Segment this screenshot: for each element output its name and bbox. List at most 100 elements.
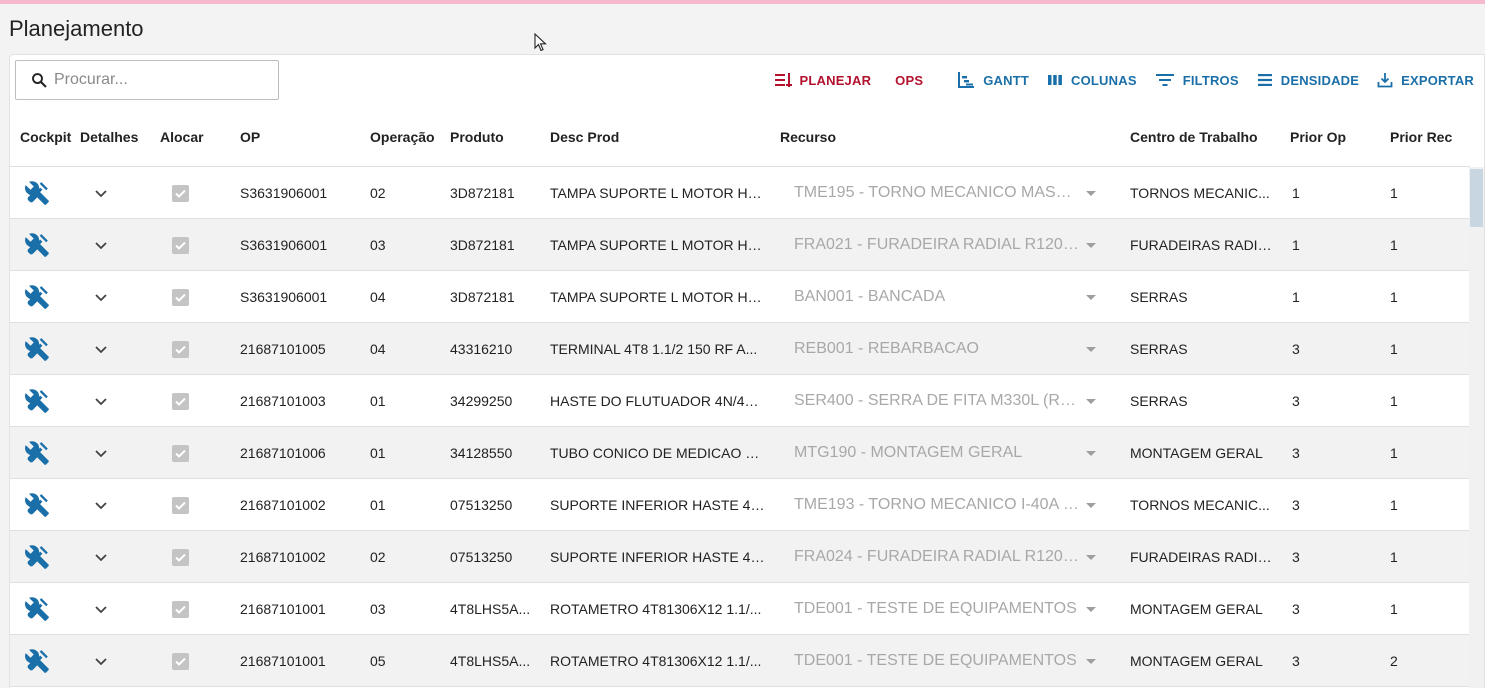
recurso-select[interactable]: TME195 - TORNO MECANICO MASCO... xyxy=(794,184,1079,201)
vertical-scrollbar[interactable] xyxy=(1469,167,1484,688)
alocar-checkbox[interactable] xyxy=(172,600,189,618)
chevron-down-icon[interactable] xyxy=(93,393,109,409)
filtros-button[interactable]: FILTROS xyxy=(1155,73,1239,88)
dropdown-arrow-icon[interactable] xyxy=(1086,659,1096,664)
operacao-cell: 02 xyxy=(370,549,386,565)
table-row[interactable]: 21687101001 03 4T8LHS5A... ROTAMETRO 4T8… xyxy=(10,583,1470,635)
planning-table-card: PLANEJAR OPS GANTT COLUNAS xyxy=(9,54,1485,688)
chevron-down-icon[interactable] xyxy=(93,289,109,305)
tools-icon[interactable] xyxy=(24,648,50,674)
prior-op-cell: 1 xyxy=(1292,289,1300,305)
prior-rec-cell: 1 xyxy=(1390,549,1398,565)
table-row[interactable]: 21687101005 04 43316210 TERMINAL 4T8 1.1… xyxy=(10,323,1470,375)
table-row[interactable]: 21687101001 05 4T8LHS5A... ROTAMETRO 4T8… xyxy=(10,635,1470,687)
produto-cell: 3D872181 xyxy=(450,237,515,253)
dropdown-arrow-icon[interactable] xyxy=(1086,555,1096,560)
dropdown-arrow-icon[interactable] xyxy=(1086,451,1096,456)
alocar-checkbox[interactable] xyxy=(172,496,189,514)
tools-icon[interactable] xyxy=(24,284,50,310)
table-row[interactable]: S3631906001 02 3D872181 TAMPA SUPORTE L … xyxy=(10,167,1470,219)
chevron-down-icon[interactable] xyxy=(93,549,109,565)
mouse-cursor-icon xyxy=(534,33,547,52)
alocar-checkbox[interactable] xyxy=(172,288,189,306)
prior-op-cell: 1 xyxy=(1292,237,1300,253)
recurso-select[interactable]: FRA024 - FURADEIRA RADIAL R1200 ... xyxy=(794,548,1079,565)
centro-trabalho-cell: SERRAS xyxy=(1130,289,1188,305)
operacao-cell: 01 xyxy=(370,497,386,513)
header-cockpit[interactable]: Cockpit xyxy=(20,129,72,145)
gantt-button[interactable]: GANTT xyxy=(957,71,1029,89)
alocar-checkbox[interactable] xyxy=(172,652,189,670)
alocar-cell xyxy=(172,583,189,635)
scrollbar-thumb[interactable] xyxy=(1470,169,1483,227)
header-alocar[interactable]: Alocar xyxy=(160,129,204,145)
chevron-down-icon[interactable] xyxy=(93,341,109,357)
chevron-down-icon[interactable] xyxy=(93,185,109,201)
header-op[interactable]: OP xyxy=(240,129,261,145)
recurso-select[interactable]: FRA021 - FURADEIRA RADIAL R1200 ... xyxy=(794,236,1079,253)
table-row[interactable]: 21687101002 01 07513250 SUPORTE INFERIOR… xyxy=(10,479,1470,531)
header-recurso[interactable]: Recurso xyxy=(780,129,837,145)
tools-icon[interactable] xyxy=(24,596,50,622)
header-prior-rec[interactable]: Prior Rec xyxy=(1390,129,1453,145)
header-produto[interactable]: Produto xyxy=(450,129,504,145)
recurso-select[interactable]: TDE001 - TESTE DE EQUIPAMENTOS xyxy=(794,652,1077,669)
op-cell: 21687101003 xyxy=(240,393,326,409)
detalhes-cell xyxy=(93,271,109,323)
colunas-button[interactable]: COLUNAS xyxy=(1047,73,1137,88)
tools-icon[interactable] xyxy=(24,440,50,466)
chevron-down-icon[interactable] xyxy=(93,601,109,617)
alocar-checkbox[interactable] xyxy=(172,548,189,566)
tools-icon[interactable] xyxy=(24,336,50,362)
table-row[interactable]: S3631906001 04 3D872181 TAMPA SUPORTE L … xyxy=(10,271,1470,323)
cockpit-cell xyxy=(24,531,50,583)
table-row[interactable]: 21687101006 01 34128550 TUBO CONICO DE M… xyxy=(10,427,1470,479)
recurso-select[interactable]: SER400 - SERRA DE FITA M330L (RO... xyxy=(794,392,1079,409)
chevron-down-icon[interactable] xyxy=(93,237,109,253)
recurso-select[interactable]: TME193 - TORNO MECANICO I-40A (... xyxy=(794,496,1079,513)
alocar-checkbox[interactable] xyxy=(172,444,189,462)
chevron-down-icon[interactable] xyxy=(93,497,109,513)
header-operacao[interactable]: Operação xyxy=(370,129,435,145)
colunas-label: COLUNAS xyxy=(1071,72,1137,88)
planejar-button[interactable]: PLANEJAR xyxy=(774,72,872,88)
alocar-checkbox[interactable] xyxy=(172,340,189,358)
check-icon xyxy=(175,345,186,354)
exportar-button[interactable]: EXPORTAR xyxy=(1377,72,1474,88)
dropdown-arrow-icon[interactable] xyxy=(1086,347,1096,352)
dropdown-arrow-icon[interactable] xyxy=(1086,607,1096,612)
centro-trabalho-cell: SERRAS xyxy=(1130,393,1188,409)
table-row[interactable]: 21687101002 02 07513250 SUPORTE INFERIOR… xyxy=(10,531,1470,583)
tools-icon[interactable] xyxy=(24,388,50,414)
cockpit-cell xyxy=(24,375,50,427)
tools-icon[interactable] xyxy=(24,180,50,206)
recurso-select[interactable]: BAN001 - BANCADA xyxy=(794,288,946,305)
chevron-down-icon[interactable] xyxy=(93,445,109,461)
recurso-select[interactable]: REB001 - REBARBACAO xyxy=(794,340,979,357)
dropdown-arrow-icon[interactable] xyxy=(1086,191,1096,196)
detalhes-cell xyxy=(93,531,109,583)
dropdown-arrow-icon[interactable] xyxy=(1086,295,1096,300)
dropdown-arrow-icon[interactable] xyxy=(1086,503,1096,508)
alocar-checkbox[interactable] xyxy=(172,236,189,254)
header-desc-prod[interactable]: Desc Prod xyxy=(550,129,620,145)
tools-icon[interactable] xyxy=(24,544,50,570)
alocar-checkbox[interactable] xyxy=(172,392,189,410)
ops-button[interactable]: OPS xyxy=(895,73,923,88)
table-row[interactable]: 21687101003 01 34299250 HASTE DO FLUTUAD… xyxy=(10,375,1470,427)
dropdown-arrow-icon[interactable] xyxy=(1086,243,1096,248)
header-prior-op[interactable]: Prior Op xyxy=(1290,129,1347,145)
recurso-select[interactable]: TDE001 - TESTE DE EQUIPAMENTOS xyxy=(794,600,1077,617)
densidade-button[interactable]: DENSIDADE xyxy=(1257,73,1359,88)
tools-icon[interactable] xyxy=(24,492,50,518)
table-row[interactable]: S3631906001 03 3D872181 TAMPA SUPORTE L … xyxy=(10,219,1470,271)
chevron-down-icon[interactable] xyxy=(93,653,109,669)
recurso-select[interactable]: MTG190 - MONTAGEM GERAL xyxy=(794,444,1023,461)
header-detalhes[interactable]: Detalhes xyxy=(80,129,139,145)
alocar-checkbox[interactable] xyxy=(172,184,189,202)
search-input[interactable] xyxy=(54,71,254,89)
dropdown-arrow-icon[interactable] xyxy=(1086,399,1096,404)
tools-icon[interactable] xyxy=(24,232,50,258)
header-centro-trabalho[interactable]: Centro de Trabalho xyxy=(1130,129,1258,145)
ops-label: OPS xyxy=(895,72,924,88)
